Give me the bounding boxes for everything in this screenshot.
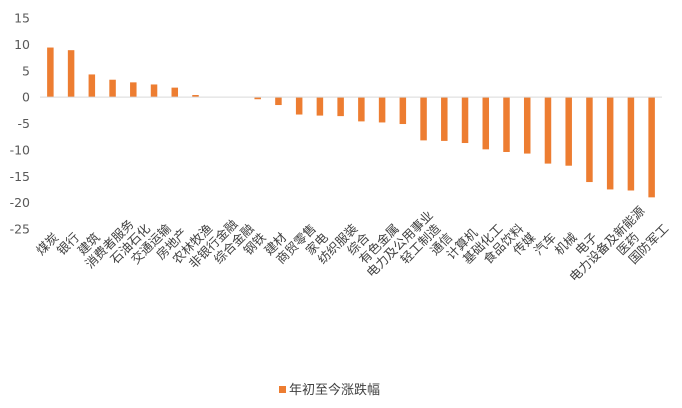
y-tick-label: -5: [18, 116, 30, 131]
bar: [130, 82, 137, 98]
bar: [523, 97, 531, 154]
bar-series: [47, 47, 655, 198]
bar: [358, 97, 365, 122]
x-axis: 煤炭银行建筑消费者服务石油石化交通运输房地产农林牧渔非银行金融综合金融钢铁建材商…: [33, 203, 671, 285]
bar: [482, 97, 490, 150]
bar: [171, 87, 179, 98]
bar: [150, 84, 158, 98]
bar: [627, 97, 635, 191]
bar: [420, 97, 427, 141]
bar: [109, 79, 116, 98]
bar: [399, 97, 407, 125]
bar: [254, 97, 261, 100]
bar: [441, 97, 448, 141]
y-tick-label: -10: [10, 142, 30, 157]
bar: [47, 47, 54, 98]
y-tick-label: 15: [14, 11, 30, 26]
bar: [606, 97, 614, 190]
legend-label: 年初至今涨跌幅: [289, 382, 380, 398]
bar: [192, 95, 199, 98]
bar: [275, 97, 282, 106]
y-tick-label: 10: [14, 37, 30, 52]
bar: [378, 97, 386, 123]
bar: [503, 97, 510, 152]
bar: [565, 97, 572, 166]
bar: [544, 97, 552, 164]
y-tick-label: -15: [10, 169, 30, 184]
y-tick-label: 0: [22, 90, 30, 105]
bar: [67, 50, 75, 98]
bar: [648, 97, 655, 198]
bar: [316, 97, 324, 116]
y-tick-label: -25: [10, 222, 30, 237]
bar: [295, 97, 303, 115]
y-tick-label: 5: [22, 63, 30, 78]
bar: [88, 74, 96, 98]
bar: [461, 97, 469, 144]
y-tick-label: -20: [10, 195, 30, 210]
bar: [586, 97, 593, 183]
legend: 年初至今涨跌幅: [279, 382, 380, 398]
legend-swatch: [279, 386, 286, 393]
y-axis: 15 10 5 0 -5 -10 -15 -20 -25: [10, 11, 30, 237]
bar: [337, 97, 344, 117]
